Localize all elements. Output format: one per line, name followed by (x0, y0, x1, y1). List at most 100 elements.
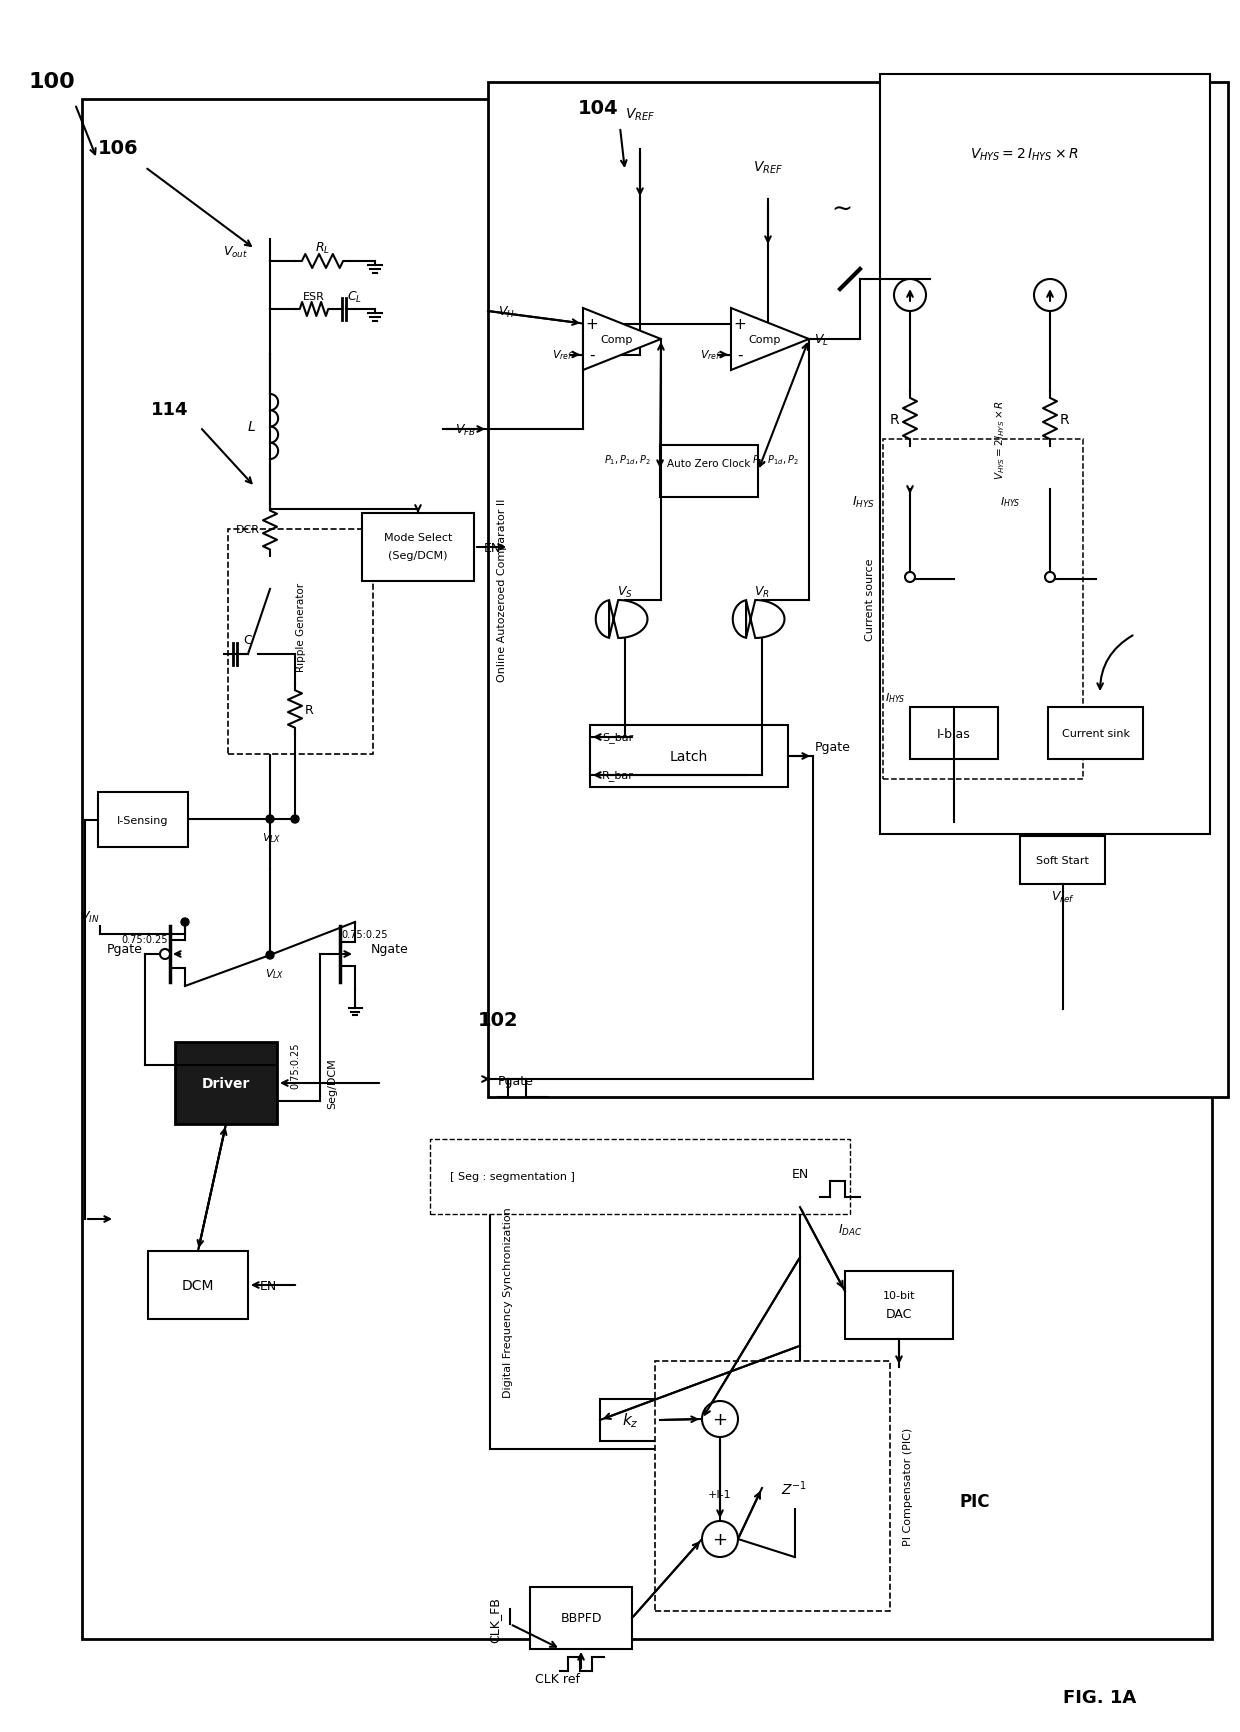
Text: Comp: Comp (749, 334, 781, 345)
Bar (880, 74, 1210, 835)
Text: $Z^{-1}$: $Z^{-1}$ (781, 1479, 807, 1498)
Circle shape (1034, 281, 1066, 312)
Text: +: + (734, 317, 746, 333)
Text: $I_{HYS}$: $I_{HYS}$ (999, 495, 1021, 509)
Circle shape (702, 1521, 738, 1557)
Bar (660, 445, 758, 497)
Text: $I_{DAC}$: $I_{DAC}$ (838, 1221, 862, 1237)
Text: $I_{HYS}$: $I_{HYS}$ (884, 691, 905, 705)
Text: CLK_FB: CLK_FB (489, 1597, 501, 1642)
Bar (655, 1361, 890, 1611)
Polygon shape (583, 308, 661, 371)
Text: $V_{LX}$: $V_{LX}$ (265, 966, 285, 980)
Bar (600, 1399, 660, 1441)
Bar (1021, 837, 1105, 885)
Text: DCM: DCM (182, 1278, 215, 1292)
Text: $V_{HYS}= 2\,I_{HYS} \times R$: $V_{HYS}= 2\,I_{HYS} \times R$ (970, 147, 1079, 163)
Text: Seg/DCM: Seg/DCM (327, 1058, 337, 1108)
Text: EN: EN (791, 1167, 808, 1181)
Text: $V_{ref}$: $V_{ref}$ (552, 348, 574, 362)
Text: Digital Frequency Synchronization: Digital Frequency Synchronization (503, 1207, 513, 1398)
Text: [ Seg : segmentation ]: [ Seg : segmentation ] (450, 1173, 575, 1181)
Text: $V_{REF}$: $V_{REF}$ (625, 107, 655, 123)
Text: $V_S$: $V_S$ (618, 584, 632, 599)
Text: Pgate: Pgate (815, 740, 851, 753)
Text: EN: EN (259, 1278, 277, 1292)
Text: $R_L$: $R_L$ (315, 241, 331, 255)
Text: $V_{HYS}=2I_{HYS}\times R$: $V_{HYS}=2I_{HYS}\times R$ (993, 400, 1007, 480)
Circle shape (905, 573, 915, 582)
Bar (490, 1154, 800, 1450)
Text: 100: 100 (29, 73, 76, 92)
Text: $\sim$: $\sim$ (827, 196, 853, 220)
Text: I-bias: I-bias (937, 727, 971, 740)
Text: Current source: Current source (866, 558, 875, 641)
Text: Current sink: Current sink (1061, 729, 1130, 738)
Text: 114: 114 (151, 400, 188, 419)
Text: +: + (713, 1529, 728, 1548)
Text: Soft Start: Soft Start (1037, 856, 1089, 866)
Text: $k_z$: $k_z$ (621, 1412, 639, 1429)
Text: PIC: PIC (960, 1493, 991, 1510)
Text: Comp: Comp (601, 334, 634, 345)
Circle shape (702, 1401, 738, 1438)
Text: $V_{ref}$: $V_{ref}$ (701, 348, 722, 362)
Circle shape (267, 816, 274, 823)
Text: Auto Zero Clock: Auto Zero Clock (667, 459, 750, 469)
Bar (228, 530, 373, 755)
Text: EN: EN (484, 540, 501, 554)
Text: (Seg/DCM): (Seg/DCM) (388, 551, 448, 561)
Bar (883, 440, 1083, 779)
Text: $V_{REF}$: $V_{REF}$ (753, 159, 782, 177)
Bar (148, 1251, 248, 1320)
Text: 0.75:0.25: 0.75:0.25 (290, 1043, 300, 1089)
Circle shape (181, 918, 188, 927)
Text: Pgate: Pgate (498, 1076, 534, 1088)
Text: $V_{FB}$: $V_{FB}$ (455, 423, 476, 436)
Text: Mode Select: Mode Select (384, 533, 453, 542)
Text: ESR: ESR (303, 291, 325, 301)
Polygon shape (733, 601, 785, 639)
Text: 106: 106 (98, 139, 139, 158)
Text: Driver: Driver (202, 1076, 250, 1091)
Text: PI Compensator (PIC): PI Compensator (PIC) (903, 1427, 913, 1545)
Circle shape (267, 951, 274, 960)
Text: Latch: Latch (670, 750, 708, 764)
Polygon shape (732, 308, 808, 371)
Bar (82, 100, 1211, 1638)
Text: L: L (248, 419, 255, 433)
Circle shape (894, 281, 926, 312)
Bar (430, 1140, 849, 1214)
Text: 0.75:0.25: 0.75:0.25 (122, 935, 169, 944)
Bar (590, 726, 787, 788)
Bar (1048, 708, 1143, 760)
Text: R: R (1059, 412, 1069, 426)
Bar (844, 1271, 954, 1339)
Text: $V_R$: $V_R$ (754, 584, 770, 599)
Text: +I-1: +I-1 (708, 1490, 732, 1500)
Text: $P_1, P_{1d}, P_2$: $P_1, P_{1d}, P_2$ (604, 452, 651, 466)
Text: +: + (713, 1410, 728, 1429)
Bar (763, 1467, 827, 1509)
Text: FIG. 1A: FIG. 1A (1064, 1689, 1137, 1706)
Polygon shape (595, 601, 647, 639)
Text: Ripple Generator: Ripple Generator (295, 582, 305, 672)
Text: 0.75:0.25: 0.75:0.25 (342, 930, 388, 939)
Text: Ngate: Ngate (371, 942, 409, 956)
Text: I-Sensing: I-Sensing (118, 816, 169, 824)
Bar (362, 514, 474, 582)
Text: +: + (585, 317, 599, 333)
Text: 104: 104 (578, 99, 619, 118)
Text: -: - (589, 348, 595, 362)
Text: DCR: DCR (236, 525, 260, 535)
Text: $C_L$: $C_L$ (347, 289, 362, 305)
Text: $V_{out}$: $V_{out}$ (223, 244, 248, 260)
Text: $V_{ref}$: $V_{ref}$ (1050, 889, 1074, 904)
Text: $V_H$: $V_H$ (498, 305, 515, 319)
Text: $P_1, P_{1d}, P_2$: $P_1, P_{1d}, P_2$ (751, 452, 799, 466)
Text: C: C (243, 634, 253, 646)
Text: CLK ref: CLK ref (534, 1673, 580, 1685)
Text: $V_{IN}$: $V_{IN}$ (81, 909, 99, 923)
Circle shape (291, 816, 299, 823)
Text: $V_L$: $V_L$ (813, 333, 828, 348)
